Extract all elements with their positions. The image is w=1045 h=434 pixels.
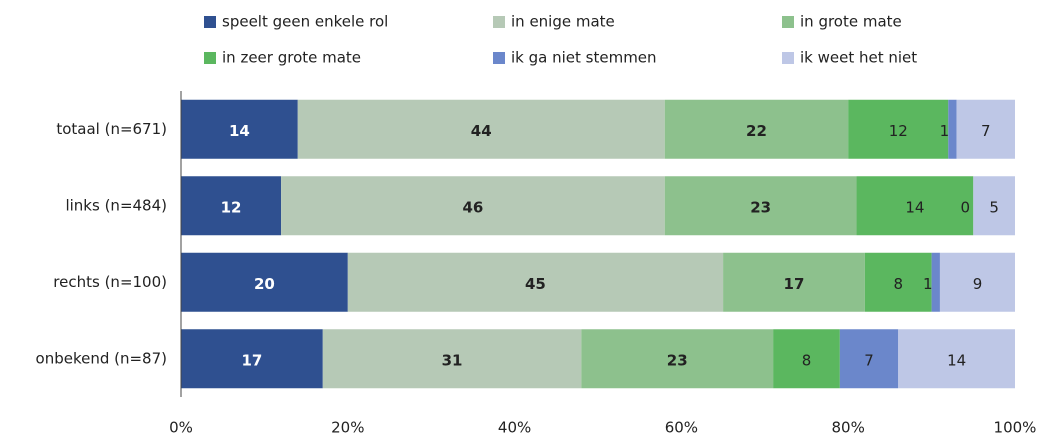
data-label: 17 <box>784 275 805 293</box>
bar-segment <box>931 252 940 312</box>
bar-segment <box>856 176 974 236</box>
data-label: 9 <box>973 275 983 293</box>
legend-swatch <box>782 52 794 64</box>
bar-segment <box>581 329 774 389</box>
x-tick-label: 0% <box>169 419 193 434</box>
bar-segment <box>181 176 282 236</box>
y-tick-label: rechts (n=100) <box>53 273 167 291</box>
legend-swatch <box>782 16 794 28</box>
bar-segment <box>864 252 932 312</box>
data-label: 23 <box>750 198 771 216</box>
data-label: 20 <box>254 275 275 293</box>
y-tick-label: links (n=484) <box>65 196 167 214</box>
legend-swatch <box>204 52 216 64</box>
data-label: 12 <box>889 122 908 140</box>
x-tick-label: 100% <box>994 419 1037 434</box>
data-label: 8 <box>802 351 812 369</box>
data-label: 14 <box>229 122 250 140</box>
bar-segment <box>281 176 665 236</box>
bar-segment <box>939 252 1015 312</box>
bar-segment <box>839 329 899 389</box>
bar-segment <box>322 329 582 389</box>
legend-label: ik ga niet stemmen <box>511 49 657 67</box>
x-tick-label: 20% <box>331 419 364 434</box>
data-label: 46 <box>462 198 483 216</box>
bar-segment <box>297 99 665 159</box>
bar-segment <box>956 99 1015 159</box>
data-label: 31 <box>442 351 463 369</box>
x-tick-label: 60% <box>665 419 698 434</box>
data-label: 14 <box>905 198 924 216</box>
data-label: 23 <box>667 351 688 369</box>
bar-segment <box>773 329 840 389</box>
bar-segment <box>973 176 1015 236</box>
data-label: 1 <box>940 122 950 140</box>
bar-segment <box>664 176 857 236</box>
bar-segment <box>181 252 348 312</box>
legend-swatch <box>493 52 505 64</box>
data-label: 22 <box>746 122 767 140</box>
bar-segment <box>181 329 323 389</box>
legend-label: in enige mate <box>511 13 615 31</box>
bar-segment <box>948 99 957 159</box>
data-label: 7 <box>981 122 991 140</box>
data-label: 8 <box>893 275 903 293</box>
data-label: 44 <box>471 122 492 140</box>
bar-segment <box>181 99 298 159</box>
x-tick-label: 80% <box>832 419 865 434</box>
data-label: 14 <box>947 351 966 369</box>
data-label: 1 <box>923 275 933 293</box>
legend-label: in zeer grote mate <box>222 49 361 67</box>
bar-segment <box>898 329 1015 389</box>
data-label: 45 <box>525 275 546 293</box>
data-label: 5 <box>989 198 999 216</box>
x-tick-label: 40% <box>498 419 531 434</box>
legend-label: ik weet het niet <box>800 49 917 67</box>
legend-swatch <box>493 16 505 28</box>
data-label: 7 <box>864 351 874 369</box>
legend-label: speelt geen enkele rol <box>222 13 388 31</box>
bar-segment <box>848 99 949 159</box>
data-label: 0 <box>961 198 971 216</box>
bar-segment <box>347 252 724 312</box>
bar-segment <box>723 252 865 312</box>
legend-swatch <box>204 16 216 28</box>
y-tick-label: totaal (n=671) <box>56 120 167 138</box>
legend-label: in grote mate <box>800 13 902 31</box>
bar-segment <box>664 99 849 159</box>
y-tick-label: onbekend (n=87) <box>36 349 167 367</box>
data-label: 17 <box>241 351 262 369</box>
data-label: 12 <box>221 198 242 216</box>
